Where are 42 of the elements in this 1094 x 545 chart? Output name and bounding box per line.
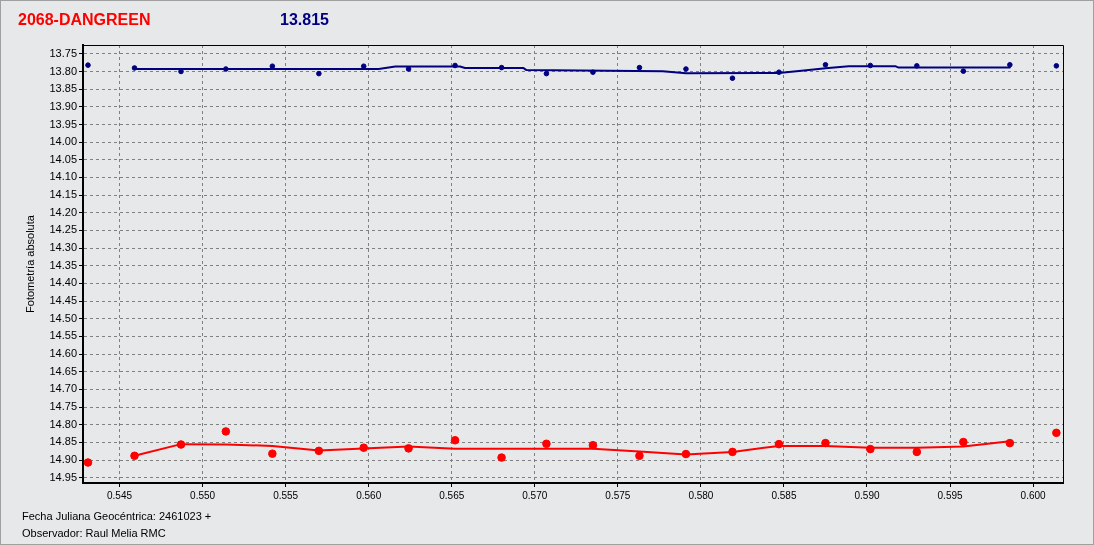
chart-title: 2068-DANGREEN — [18, 11, 151, 29]
y-tick-label: 13.95 — [49, 117, 77, 130]
x-tick-label: 0.595 — [937, 489, 963, 501]
y-tick-label: 14.25 — [49, 223, 77, 236]
y-tick-label: 14.55 — [49, 329, 77, 342]
y-axis-title: Fotometría absoluta — [23, 214, 36, 313]
y-tick-label: 14.50 — [49, 311, 77, 324]
x-tick-label: 0.575 — [605, 489, 631, 501]
text: Observador: Raul Melia RMC — [22, 527, 166, 540]
x-tick-label: 0.560 — [356, 489, 382, 501]
y-tick-label: 14.10 — [49, 170, 77, 183]
y-tick-label: 14.95 — [49, 470, 77, 483]
x-tick-label: 0.580 — [688, 489, 714, 501]
y-tick-label: 14.45 — [49, 294, 77, 307]
y-tick-label: 13.90 — [49, 99, 77, 112]
y-tick-label: 14.85 — [49, 435, 77, 448]
x-tick-label: 0.565 — [439, 489, 465, 501]
x-tick-label: 0.555 — [273, 489, 299, 501]
x-tick-label: 0.600 — [1020, 489, 1047, 501]
y-tick-label: 13.80 — [49, 64, 77, 77]
y-tick-label: 14.65 — [49, 364, 77, 377]
x-tick-label: 0.585 — [771, 489, 797, 501]
y-tick-label: 14.30 — [49, 241, 77, 254]
y-tick-label: 14.20 — [49, 205, 77, 218]
x-tick-label: 0.550 — [190, 489, 216, 501]
y-tick-label: 13.85 — [49, 82, 77, 95]
y-tick-label: 14.80 — [49, 417, 77, 430]
x-tick-label: 0.570 — [522, 489, 548, 501]
y-tick-label: 14.90 — [49, 453, 77, 466]
y-tick-label: 14.75 — [49, 400, 77, 413]
y-tick-label: 14.00 — [49, 135, 77, 148]
x-axis-title: Fecha Juliana Geocéntrica: 2461023 + — [22, 510, 212, 523]
chart-subtitle: 13.815 — [280, 11, 329, 29]
y-tick-label: 14.70 — [49, 382, 77, 395]
y-tick-label: 14.60 — [49, 347, 77, 360]
y-tick-label: 13.75 — [49, 46, 77, 59]
y-tick-label: 14.40 — [49, 276, 77, 289]
y-tick-label: 14.15 — [49, 188, 77, 201]
x-tick-label: 0.545 — [107, 489, 133, 501]
y-tick-label: 14.05 — [49, 152, 77, 165]
x-tick-label: 0.590 — [854, 489, 880, 501]
y-tick-label: 14.35 — [49, 258, 77, 271]
